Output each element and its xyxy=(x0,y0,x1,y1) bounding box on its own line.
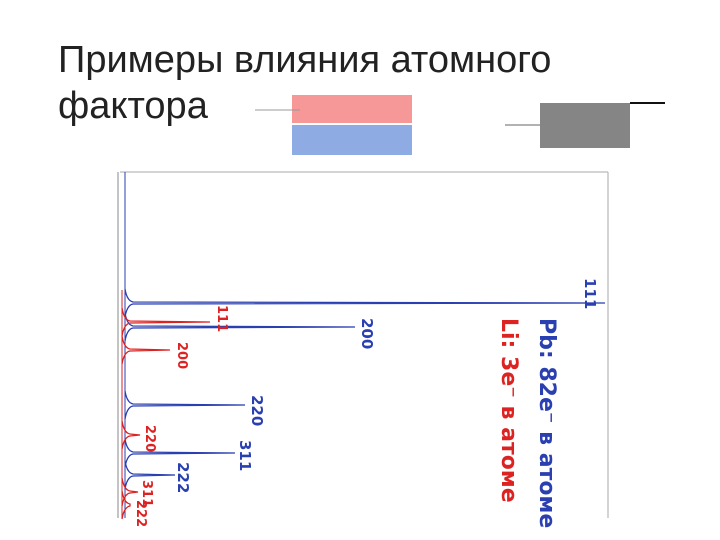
peak-label: 311 xyxy=(236,440,254,471)
peak xyxy=(121,335,171,365)
peak-label: 222 xyxy=(133,500,148,527)
peak-label: 111 xyxy=(581,278,599,309)
slide-title: фактора xyxy=(58,85,209,127)
element-label: Li: 3e⁻ в атоме xyxy=(496,318,521,503)
peak xyxy=(121,420,141,450)
peak-label: 200 xyxy=(174,342,189,369)
peak xyxy=(124,390,246,420)
peak xyxy=(124,460,176,490)
element-label: Pb: 82e⁻ в атоме xyxy=(534,318,559,528)
header-noise xyxy=(255,95,665,155)
peak-label: 220 xyxy=(142,425,157,452)
peak xyxy=(124,288,606,318)
peak-label: 111 xyxy=(214,305,229,332)
peak-label: 200 xyxy=(358,318,376,349)
diffraction-pattern xyxy=(117,171,609,520)
peak-label: 222 xyxy=(174,462,192,493)
slide-title: Примеры влияния атомного xyxy=(58,39,551,81)
peak-label: 220 xyxy=(248,395,266,426)
peak xyxy=(124,438,236,468)
peak-label: 311 xyxy=(139,480,154,507)
peak xyxy=(121,490,131,520)
peak xyxy=(121,307,211,337)
peak xyxy=(124,312,356,342)
